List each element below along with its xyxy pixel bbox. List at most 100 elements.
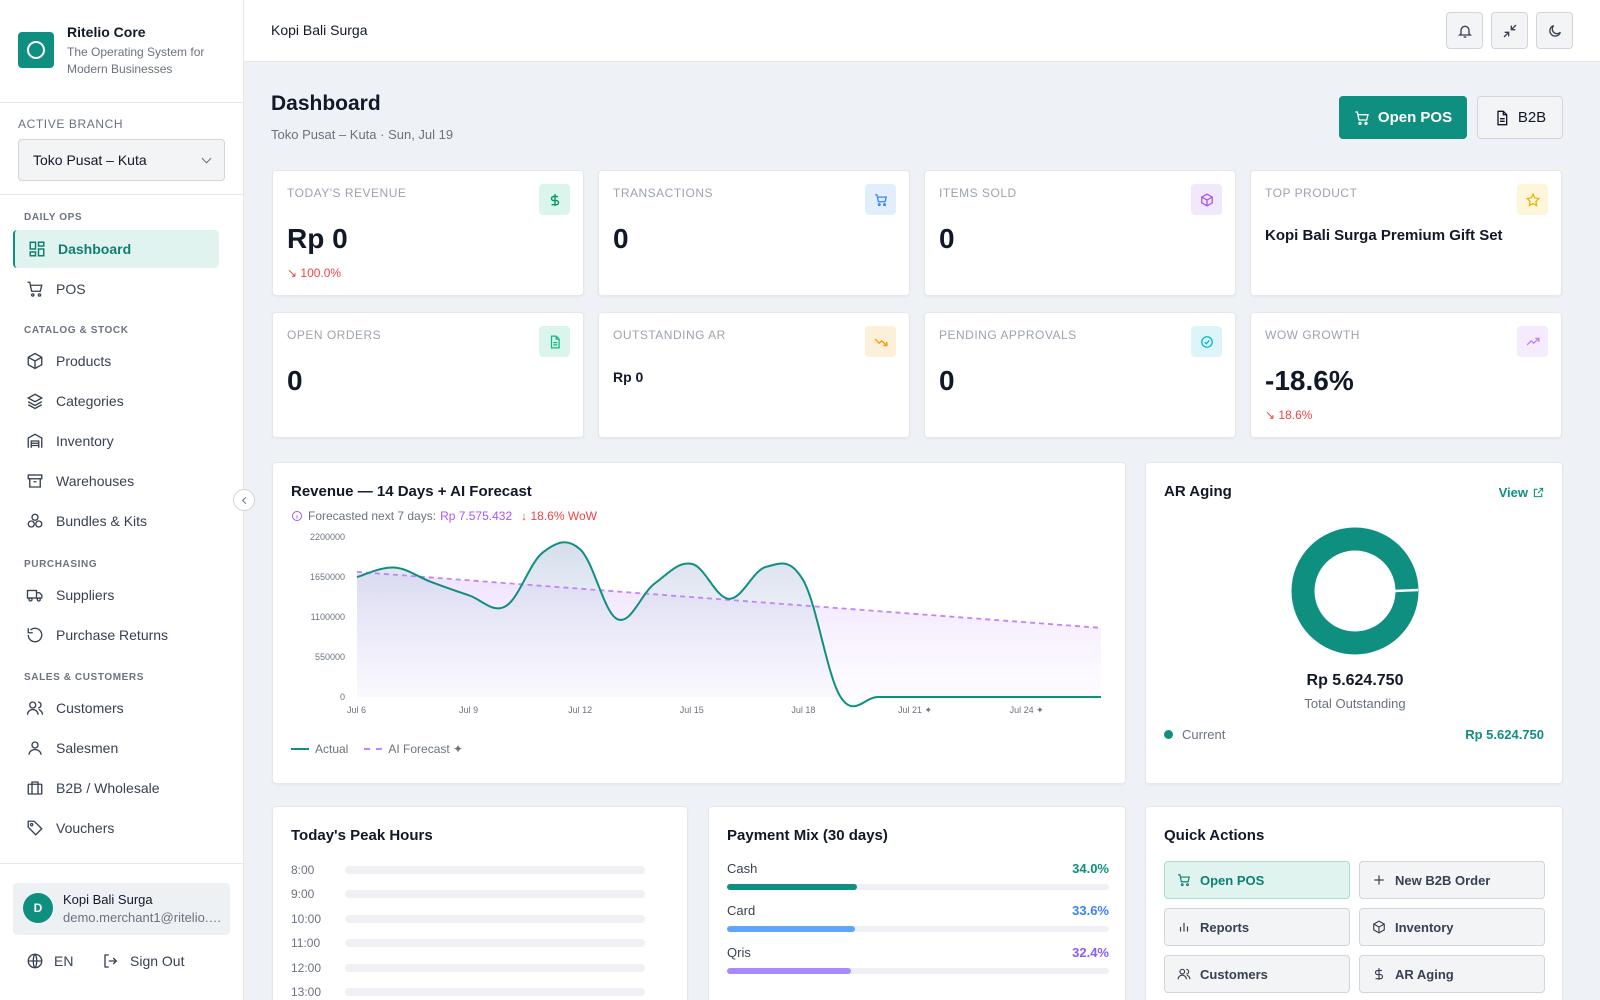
payment-pct: 33.6% [1072, 903, 1109, 918]
y-tick-label: 0 [340, 692, 345, 702]
legend-actual: Actual [315, 742, 349, 756]
peak-hour-row: 8:00 [291, 863, 645, 877]
forecast-amount: Rp 7.575.432 [440, 509, 513, 523]
ar-bucket-row: Current Rp 5.624.750 [1164, 727, 1544, 742]
user-card[interactable]: D Kopi Bali Surga demo.merchant1@ritelio… [13, 883, 230, 935]
divider [0, 863, 243, 864]
stat-delta: ↘ 18.6% [1265, 408, 1313, 422]
sidebar-item-label: Suppliers [56, 587, 115, 603]
branch-select[interactable]: Toko Pusat – Kuta [18, 139, 225, 181]
stat-label: OPEN ORDERS [287, 328, 382, 342]
trend-down-icon [865, 326, 896, 357]
sidebar-item-products[interactable]: Products [13, 342, 219, 380]
payment-label: Qris [727, 945, 751, 960]
payment-label: Cash [727, 861, 758, 876]
b2b-label: B2B [1517, 109, 1547, 126]
legend-swatch-forecast [364, 748, 383, 750]
ar-aging-view-link[interactable]: View [1499, 485, 1544, 500]
sidebar-collapse-button[interactable] [233, 489, 255, 511]
stat-label: ITEMS SOLD [939, 186, 1017, 200]
quick-action-reports[interactable]: Reports [1164, 908, 1350, 946]
sidebar-item-purchase-returns[interactable]: Purchase Returns [13, 616, 219, 654]
theme-toggle-button[interactable] [1536, 12, 1573, 49]
stat-card-open-orders: OPEN ORDERS 0 [272, 312, 584, 438]
moon-icon [1548, 24, 1561, 37]
quick-action-label: Inventory [1395, 919, 1454, 935]
sidebar-item-label: Salesmen [56, 740, 119, 756]
language-button[interactable]: EN [26, 952, 73, 970]
actual-line [356, 541, 1101, 708]
b2b-button[interactable]: B2B [1477, 96, 1563, 139]
sidebar-item-inventory[interactable]: Inventory [13, 422, 219, 460]
sign-out-button[interactable]: Sign Out [102, 952, 184, 970]
trend-up-icon [1517, 326, 1548, 357]
quick-action-label: New B2B Order [1395, 872, 1491, 888]
sidebar-item-label: Inventory [56, 433, 114, 449]
y-tick-label: 1100000 [311, 612, 345, 622]
sidebar-item-bundles-kits[interactable]: Bundles & Kits [13, 502, 219, 540]
nav-section-purchasing: PURCHASING [24, 559, 98, 570]
stat-value: 0 [939, 365, 955, 396]
donut-gap [1393, 588, 1419, 593]
ar-aging-title: AR Aging [1164, 483, 1232, 500]
stat-label: PENDING APPROVALS [939, 328, 1077, 342]
payment-mix-title: Payment Mix (30 days) [727, 827, 888, 844]
payment-fill [727, 926, 856, 932]
sidebar: Ritelio Core The Operating System for Mo… [0, 0, 244, 1000]
sidebar-item-suppliers[interactable]: Suppliers [13, 576, 219, 614]
view-label: View [1498, 485, 1528, 500]
quick-action-ar-aging[interactable]: AR Aging [1359, 955, 1545, 993]
forecast-summary: Forecasted next 7 days: Rp 7.575.432 ↓ 1… [291, 509, 597, 523]
peak-hour-label: 10:00 [291, 912, 322, 926]
sidebar-item-vouchers[interactable]: Vouchers [13, 809, 219, 847]
notifications-button[interactable] [1446, 12, 1483, 49]
peak-hour-track [345, 915, 645, 923]
sign-out-icon [104, 954, 118, 968]
nav-section-sales-customers: SALES & CUSTOMERS [24, 672, 145, 683]
sidebar-item-label: Customers [56, 700, 124, 716]
sidebar-item-pos[interactable]: POS [13, 270, 219, 308]
quick-action-inventory[interactable]: Inventory [1359, 908, 1545, 946]
user-name: Kopi Bali Surga [63, 892, 153, 907]
quick-action-customers[interactable]: Customers [1164, 955, 1350, 993]
quick-action-open-pos[interactable]: Open POS [1164, 861, 1350, 899]
sidebar-item-dashboard[interactable]: Dashboard [13, 230, 219, 268]
y-tick-label: 2200000 [310, 532, 345, 542]
quick-action-new-b2b-order[interactable]: New B2B Order [1359, 861, 1545, 899]
sidebar-item-salesmen[interactable]: Salesmen [13, 729, 219, 767]
sidebar-item-label: Vouchers [56, 820, 115, 836]
stat-card-pending-approvals: PENDING APPROVALS 0 [924, 312, 1236, 438]
tag-icon [27, 820, 43, 836]
brand-header: Ritelio Core The Operating System for Mo… [0, 0, 243, 103]
bar-chart-icon [1179, 922, 1189, 932]
brand-tagline: The Operating System for Modern Business… [67, 45, 205, 76]
stat-card-items-sold: ITEMS SOLD 0 [924, 170, 1236, 296]
user-email: demo.merchant1@ritelio.com [63, 910, 223, 925]
legend-forecast: AI Forecast ✦ [388, 742, 464, 756]
open-pos-button[interactable]: Open POS [1339, 96, 1467, 139]
sidebar-item-label: Dashboard [58, 241, 132, 257]
peak-hour-row: 12:00 [291, 961, 645, 975]
box-icon [27, 352, 43, 370]
peak-hours-card: Today's Peak Hours 8:00 9:00 10:00 11:00… [272, 806, 688, 1000]
quick-action-label: Customers [1200, 966, 1268, 982]
cart-icon [865, 184, 896, 215]
sidebar-item-categories[interactable]: Categories [13, 382, 219, 420]
payment-row-card: Card 33.6% [727, 903, 1109, 932]
stat-label: WOW GROWTH [1265, 328, 1360, 342]
chevron-left-icon [241, 496, 249, 504]
minimize-button[interactable] [1491, 12, 1528, 49]
stat-card-todays-revenue: TODAY'S REVENUE Rp 0 ↘ 100.0% [272, 170, 584, 296]
sidebar-item-warehouses[interactable]: Warehouses [13, 462, 219, 500]
page-title: Dashboard [271, 92, 381, 115]
globe-icon [27, 953, 43, 969]
peak-hour-track [345, 988, 645, 996]
stat-value: -18.6% [1265, 365, 1354, 396]
sidebar-item-b2b-wholesale[interactable]: B2B / Wholesale [13, 769, 219, 807]
quick-action-label: Reports [1200, 919, 1250, 935]
file-icon [1497, 110, 1508, 125]
topbar: Kopi Bali Surga [244, 0, 1600, 62]
sidebar-item-customers[interactable]: Customers [13, 689, 219, 727]
star-icon [1517, 184, 1548, 215]
ar-aging-donut [1291, 527, 1419, 655]
